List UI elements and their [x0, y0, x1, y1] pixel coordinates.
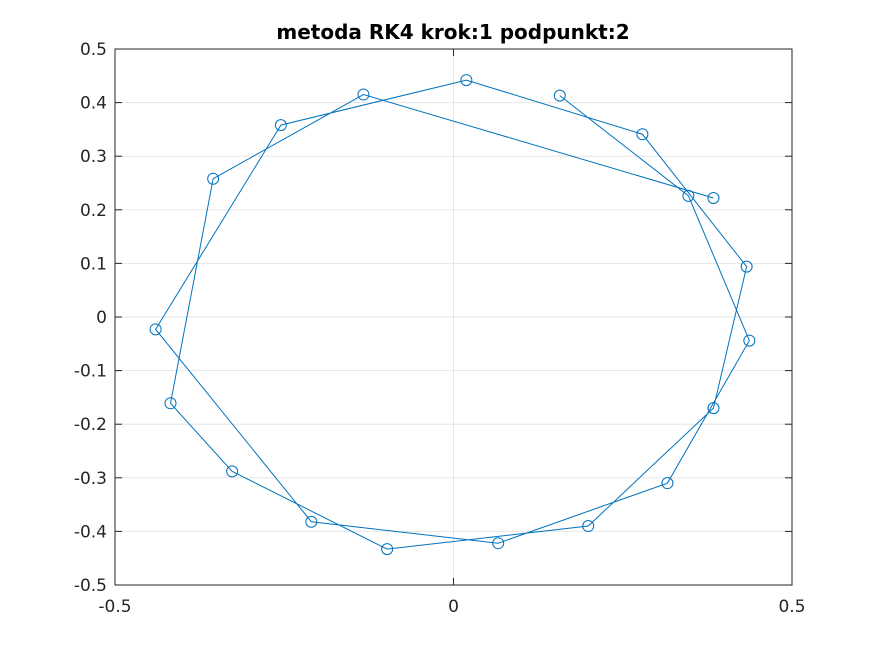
series-layer — [149, 74, 756, 556]
data-point — [743, 334, 756, 347]
y-tick-label: -0.1 — [74, 362, 107, 382]
y-axis-ticks: -0.5 -0.4 -0.3 -0.2 -0.1 0 0.1 0.2 0.3 0.4 0.5 — [74, 40, 792, 596]
data-point — [274, 119, 287, 132]
y-tick-label: 0.3 — [80, 147, 107, 167]
data-point — [740, 260, 753, 273]
data-point — [226, 465, 239, 478]
data-point — [636, 128, 649, 141]
y-tick-label: -0.2 — [74, 415, 107, 435]
grid-lines — [114, 48, 793, 586]
data-point — [460, 74, 473, 87]
x-tick-label: 0 — [448, 597, 459, 617]
data-point — [707, 402, 720, 415]
data-point — [553, 89, 566, 102]
chart-title: metoda RK4 krok:1 podpunkt:2 — [276, 20, 629, 44]
y-tick-label: -0.4 — [74, 522, 107, 542]
x-tick-label: -0.5 — [98, 597, 131, 617]
y-tick-label: 0.4 — [80, 94, 107, 114]
y-tick-label: 0.1 — [80, 254, 107, 274]
x-tick-label: 0.5 — [778, 597, 805, 617]
y-tick-label: 0.2 — [80, 201, 107, 221]
data-point — [381, 543, 394, 556]
data-point — [661, 477, 674, 490]
data-point — [492, 537, 505, 550]
y-tick-label: 0 — [96, 308, 107, 328]
data-point — [164, 397, 177, 410]
data-point — [582, 520, 595, 533]
y-tick-label: 0.5 — [80, 40, 107, 60]
data-point — [357, 88, 370, 101]
y-tick-label: -0.3 — [74, 469, 107, 489]
data-point — [682, 189, 695, 202]
data-point — [207, 172, 220, 185]
data-point — [149, 323, 162, 336]
data-point — [707, 192, 720, 205]
y-tick-label: -0.5 — [74, 576, 107, 596]
series-line — [155, 79, 750, 550]
x-axis-ticks: -0.5 0 0.5 — [98, 49, 806, 617]
data-point — [305, 515, 318, 528]
